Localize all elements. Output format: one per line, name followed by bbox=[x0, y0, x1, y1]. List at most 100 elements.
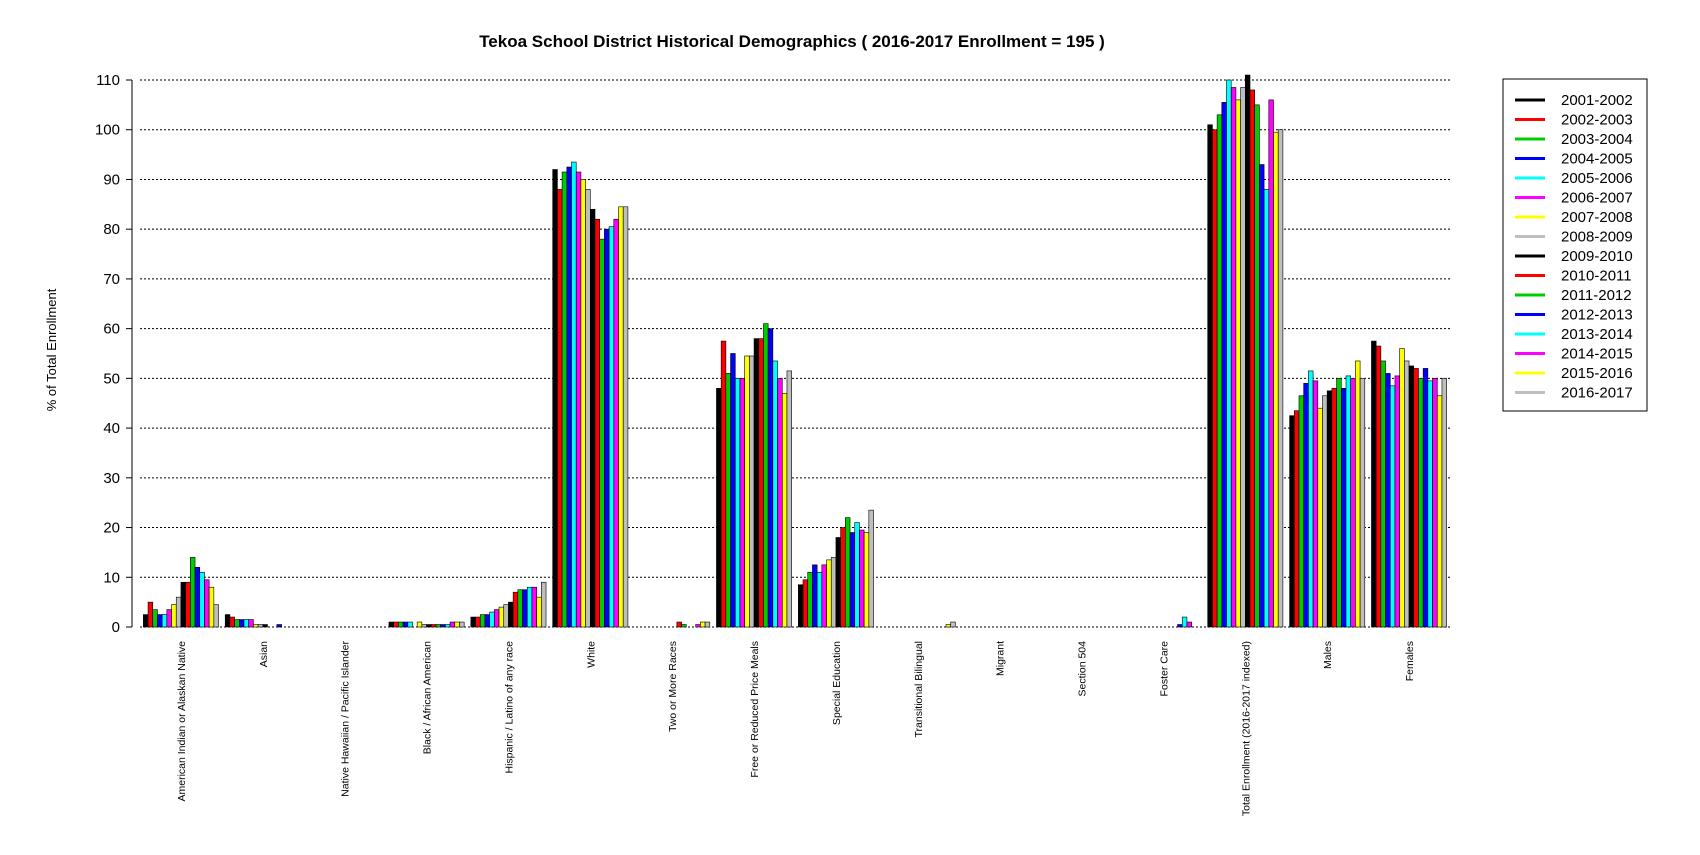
bar bbox=[143, 614, 149, 628]
bar bbox=[767, 328, 774, 628]
bar bbox=[840, 527, 846, 628]
bar bbox=[859, 529, 865, 628]
x-tick-label: Hispanic / Latino of any race bbox=[503, 641, 515, 774]
bar bbox=[489, 611, 495, 628]
bar bbox=[1263, 189, 1270, 628]
bar bbox=[199, 571, 205, 628]
bar bbox=[440, 624, 446, 628]
bar bbox=[1404, 360, 1410, 628]
bar bbox=[749, 355, 755, 628]
bar bbox=[1177, 624, 1183, 628]
bar bbox=[716, 388, 722, 628]
bar bbox=[1326, 390, 1333, 628]
bar bbox=[1355, 360, 1361, 628]
x-tick-label: American Indian or Alaskan Native bbox=[176, 641, 188, 802]
bar bbox=[854, 522, 860, 628]
x-tick-label: White bbox=[585, 641, 597, 668]
bar bbox=[503, 604, 509, 628]
bar bbox=[416, 621, 423, 628]
bar bbox=[798, 584, 804, 628]
bar bbox=[1394, 375, 1400, 628]
bar bbox=[262, 624, 268, 628]
y-tick-label: 30 bbox=[103, 470, 120, 487]
x-tick-label: Native Hawaiian / Pacific Islander bbox=[340, 641, 352, 797]
x-tick-label: Total Enrollment (2016-2017 indexed) bbox=[1240, 641, 1252, 816]
bar bbox=[594, 218, 601, 628]
bar bbox=[1322, 395, 1328, 628]
bar bbox=[517, 589, 523, 628]
legend-box bbox=[1502, 78, 1648, 412]
x-tick-label: Section 504 bbox=[1077, 641, 1089, 697]
bar bbox=[802, 579, 809, 628]
x-tick-label: Asian bbox=[258, 641, 270, 667]
bar bbox=[190, 557, 196, 628]
bar bbox=[700, 621, 706, 628]
bar bbox=[1273, 131, 1279, 628]
bar bbox=[1345, 375, 1351, 628]
bar bbox=[704, 621, 711, 628]
bar bbox=[599, 238, 605, 628]
y-tick-label: 20 bbox=[103, 520, 120, 537]
bar bbox=[147, 601, 154, 628]
bar bbox=[945, 624, 952, 628]
bar bbox=[421, 624, 427, 628]
bar bbox=[1216, 114, 1223, 628]
x-tick-label: Migrant bbox=[995, 641, 1007, 676]
bar bbox=[1359, 378, 1366, 628]
bar bbox=[161, 614, 168, 628]
bar bbox=[730, 353, 736, 628]
x-tick-label: Free or Reduced Price Meals bbox=[749, 641, 761, 778]
legend-label: 2011-2012 bbox=[1561, 287, 1632, 304]
bar bbox=[180, 581, 186, 628]
bar bbox=[1186, 621, 1192, 628]
bar bbox=[739, 378, 745, 628]
bar bbox=[753, 338, 760, 628]
bar bbox=[1277, 129, 1284, 628]
legend-label: 2004-2005 bbox=[1561, 151, 1633, 168]
bar bbox=[248, 619, 254, 628]
bar bbox=[1308, 370, 1314, 628]
legend-label: 2014-2015 bbox=[1561, 346, 1633, 363]
bar bbox=[388, 621, 394, 628]
bar bbox=[239, 619, 245, 628]
bar bbox=[566, 166, 572, 628]
bar bbox=[494, 609, 500, 628]
bar bbox=[1289, 415, 1295, 628]
bar bbox=[1249, 89, 1256, 628]
bar bbox=[1441, 378, 1447, 628]
bar bbox=[402, 621, 409, 628]
bar bbox=[531, 586, 537, 628]
bar bbox=[763, 323, 769, 628]
bar bbox=[575, 171, 582, 628]
bar bbox=[826, 559, 832, 628]
x-tick-label: Black / African American bbox=[422, 641, 434, 754]
y-tick-label: 90 bbox=[103, 171, 120, 188]
y-tick-label: 70 bbox=[103, 271, 120, 288]
y-axis-label: % of Total Enrollment bbox=[44, 288, 59, 411]
bar bbox=[479, 614, 486, 628]
bar bbox=[608, 226, 615, 628]
bar bbox=[243, 619, 250, 628]
bar bbox=[1375, 345, 1382, 628]
legend-label: 2013-2014 bbox=[1561, 326, 1633, 343]
bar bbox=[1418, 378, 1424, 628]
bar bbox=[1230, 87, 1237, 628]
legend-label: 2006-2007 bbox=[1561, 190, 1633, 207]
bar bbox=[522, 589, 528, 628]
bar bbox=[204, 579, 210, 628]
x-tick-label: Transitional Bilingual bbox=[913, 641, 925, 738]
bars bbox=[143, 74, 1447, 628]
y-tick-label: 100 bbox=[95, 122, 120, 139]
x-tick-label: Males bbox=[1322, 641, 1334, 669]
bar bbox=[1240, 87, 1246, 628]
x-axis-labels: American Indian or Alaskan Native Asian Na… bbox=[176, 641, 1416, 817]
bar bbox=[166, 609, 172, 628]
bar bbox=[536, 596, 542, 628]
bar bbox=[475, 616, 481, 628]
bar bbox=[426, 624, 432, 628]
x-tick-label: Two or More Races bbox=[667, 641, 679, 732]
bar bbox=[786, 370, 792, 628]
bar bbox=[1221, 102, 1227, 628]
bar bbox=[1312, 380, 1319, 628]
